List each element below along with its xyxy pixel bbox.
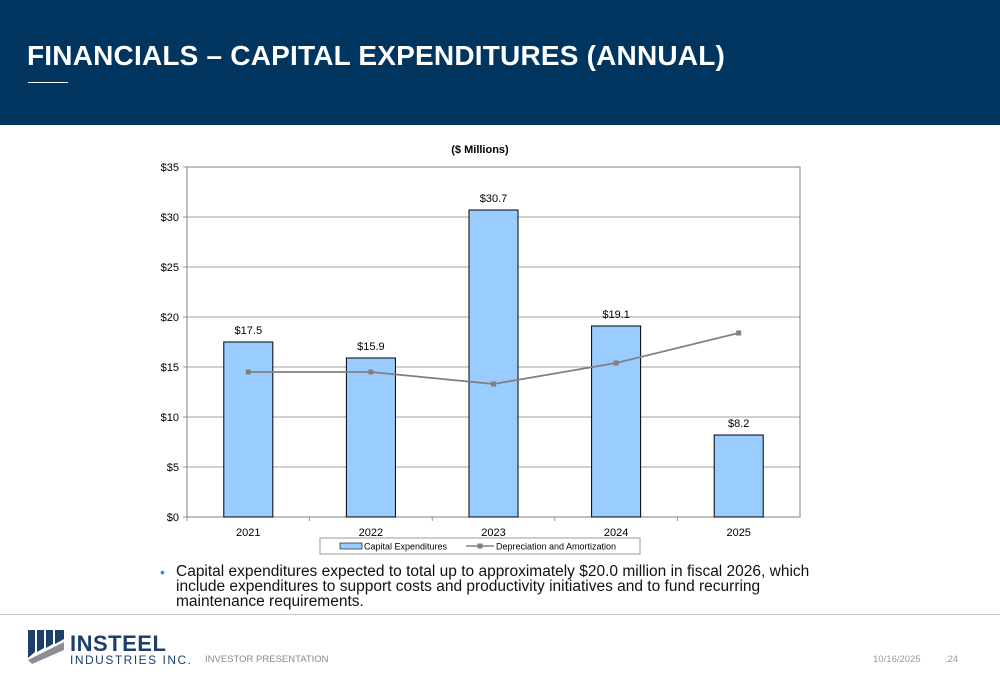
x-tick-label: 2025 — [726, 527, 750, 539]
da-point — [613, 360, 619, 366]
bullet-dot-icon: • — [160, 564, 165, 580]
legend-label-capex: Capital Expenditures — [364, 542, 448, 552]
legend-line-marker — [477, 543, 483, 549]
bullet-item: • Capital expenditures expected to total… — [160, 563, 820, 610]
y-tick-label: $20 — [161, 312, 179, 324]
bar-series: $17.5 $15.9 $30.7 $19.1 $8.2 — [223, 193, 764, 518]
bar-data-label: $8.2 — [728, 418, 749, 430]
header-banner: FINANCIALS – CAPITAL EXPENDITURES (ANNUA… — [0, 0, 1000, 125]
da-point — [245, 369, 251, 375]
bar — [223, 341, 274, 518]
legend-label-da: Depreciation and Amortization — [496, 542, 616, 552]
x-tick-label: 2024 — [604, 527, 628, 539]
y-tick-label: $15 — [161, 362, 179, 374]
bullet-text: Capital expenditures expected to total u… — [176, 563, 810, 610]
bar-data-label: $19.1 — [602, 309, 630, 321]
legend-bar-swatch — [339, 542, 363, 550]
bar — [713, 434, 764, 518]
bar-data-label: $17.5 — [235, 325, 263, 337]
footer-presentation-label: INVESTOR PRESENTATION — [205, 654, 329, 665]
logo-company-sub: INDUSTRIES INC. — [70, 653, 193, 667]
footer-date: 10/16/2025 — [873, 654, 921, 665]
x-tick-label: 2021 — [236, 527, 260, 539]
bar-data-label: $15.9 — [357, 341, 385, 353]
y-axis-ticks: $0 $5 $10 $15 $20 $25 $30 $35 — [161, 162, 187, 524]
y-tick-label: $0 — [167, 512, 179, 524]
bar — [345, 357, 396, 518]
logo-company-name: INSTEEL — [70, 631, 167, 656]
footer-divider — [0, 614, 1000, 615]
insteel-logo-icon — [28, 630, 64, 664]
da-point — [736, 330, 742, 336]
footer-page-number: .24 — [945, 654, 959, 665]
y-tick-label: $35 — [161, 162, 179, 174]
y-tick-label: $10 — [161, 412, 179, 424]
legend: Capital Expenditures Depreciation and Am… — [319, 537, 641, 555]
y-tick-label: $25 — [161, 262, 179, 274]
title-underline — [28, 82, 68, 83]
line-series — [245, 330, 742, 387]
x-axis-ticks: 2021 2022 2023 2024 2025 — [186, 517, 751, 539]
bullet-list: • Capital expenditures expected to total… — [160, 563, 820, 610]
bar-data-label: $30.7 — [480, 193, 508, 205]
da-point — [491, 381, 496, 387]
bar — [468, 209, 519, 518]
page-title: FINANCIALS – CAPITAL EXPENDITURES (ANNUA… — [27, 40, 726, 71]
x-tick-label: 2023 — [481, 527, 505, 539]
chart-title: ($ Millions) — [451, 144, 509, 156]
x-tick-label: 2022 — [359, 527, 383, 539]
y-tick-label: $30 — [161, 212, 179, 224]
da-point — [368, 369, 374, 375]
y-tick-label: $5 — [167, 462, 179, 474]
capex-chart: ($ Millions) $0 $5 $10 $15 $20 $25 $30 $35 $17.… — [161, 144, 801, 555]
bar — [591, 325, 642, 518]
